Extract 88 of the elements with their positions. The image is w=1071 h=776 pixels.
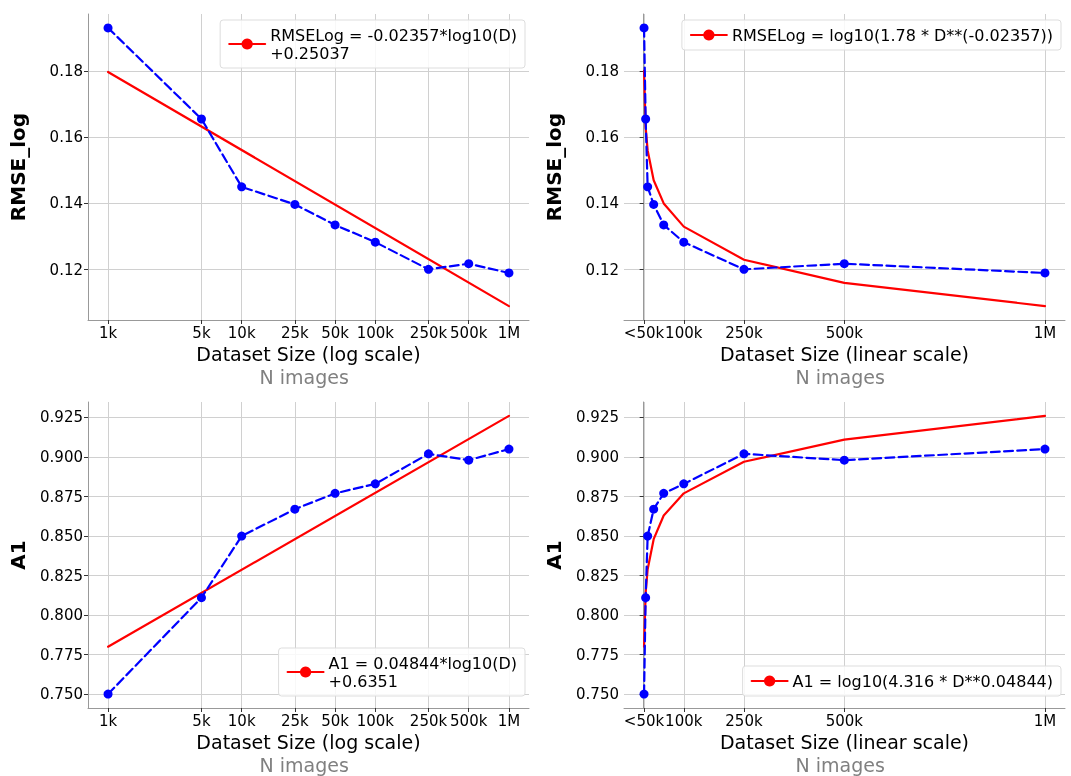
x-tick-label: <50k — [623, 323, 665, 342]
y-tick-label: 0.12 — [585, 260, 619, 279]
y-tick-label: 0.875 — [40, 487, 83, 506]
y-tick-label: 0.14 — [585, 194, 619, 213]
point — [1040, 444, 1050, 454]
text: N images — [259, 365, 349, 388]
x-tick-label: 25k — [280, 323, 310, 342]
x-tick-label: 500k — [450, 323, 488, 342]
point — [1040, 268, 1050, 278]
legend-label: RMSELog = log10(1.78 * D**(-0.02357)) — [731, 25, 1054, 45]
x-tick-label: 250k — [725, 711, 763, 730]
y-tick-label: 0.800 — [40, 606, 83, 625]
x-axis-title: Dataset Size (linear scale) — [719, 343, 970, 366]
y-tick-label: 0.750 — [576, 685, 619, 704]
x-tick-label: 250k — [725, 323, 763, 342]
x-tick-label: 5k — [192, 711, 211, 730]
x-tick-label: 10k — [227, 323, 256, 342]
legend-label: RMSELog = -0.02357*log10(D) +0.25037 — [270, 25, 518, 63]
y-axis-title: A1 — [6, 540, 30, 570]
x-tick-label: 500k — [825, 323, 864, 342]
point — [679, 479, 689, 489]
y-axis-title: RMSE_log — [542, 112, 566, 222]
x-tick-label: 100k — [665, 711, 703, 730]
point — [643, 531, 653, 541]
x-tick-label: 1M — [497, 711, 521, 730]
y-tick-label: 0.18 — [49, 61, 83, 80]
text: N images — [795, 753, 885, 776]
point — [839, 455, 849, 465]
y-tick-label: 0.900 — [576, 448, 619, 466]
y-tick-label: 0.825 — [40, 566, 83, 585]
x-tick-label: 1k — [98, 711, 118, 730]
x-tick-label: 1k — [98, 323, 118, 342]
y-tick-label: 0.14 — [49, 194, 83, 213]
x-tick-label: 1M — [497, 323, 521, 342]
y-tick-label: 0.875 — [576, 487, 619, 506]
x-tick-label: 25k — [280, 711, 310, 730]
y-tick-label: 0.750 — [40, 685, 83, 704]
point — [649, 504, 659, 514]
y-tick-label: 0.850 — [40, 527, 83, 546]
x-tick-label: 100k — [356, 323, 395, 342]
point — [739, 264, 749, 274]
y-axis-title: A1 — [542, 540, 566, 570]
y-tick-label: 0.925 — [576, 408, 619, 427]
y-tick-label: 0.900 — [40, 448, 83, 466]
point — [839, 259, 849, 269]
y-tick-label: 0.800 — [576, 606, 619, 625]
x-axis-title: Dataset Size (log scale) — [196, 731, 421, 754]
point — [643, 182, 653, 192]
point — [659, 220, 669, 230]
text: N images — [259, 753, 349, 776]
x-axis-title: Dataset Size (linear scale) — [719, 731, 970, 754]
y-tick-label: 0.850 — [576, 527, 619, 546]
x-tick-label: 50k — [321, 711, 350, 730]
text: N images — [795, 365, 885, 388]
point — [641, 593, 651, 603]
y-axis-title: RMSE_log — [6, 112, 30, 222]
x-tick-label: 5k — [192, 323, 211, 342]
y-tick-label: 0.775 — [40, 645, 83, 664]
line-series — [642, 414, 1047, 648]
y-tick-label: 0.925 — [40, 408, 83, 427]
x-tick-label: 100k — [665, 323, 703, 342]
point — [639, 689, 649, 699]
y-tick-label: 0.16 — [49, 128, 83, 147]
y-tick-label: 0.18 — [585, 61, 619, 80]
x-tick-label: 100k — [356, 711, 395, 730]
x-tick-label: 250k — [409, 711, 448, 730]
y-tick-label: 0.775 — [576, 645, 619, 664]
point — [649, 199, 659, 209]
y-tick-label: 0.825 — [576, 566, 619, 585]
point — [639, 23, 649, 33]
y-tick-label: 0.12 — [49, 260, 83, 279]
line-series — [642, 69, 1047, 308]
x-tick-label: 1M — [1033, 323, 1057, 342]
y-tick-label: 0.16 — [585, 128, 619, 147]
point — [659, 488, 669, 498]
x-axis-title: Dataset Size (log scale) — [196, 343, 421, 366]
x-tick-label: 500k — [450, 711, 488, 730]
x-tick-label: 50k — [321, 323, 350, 342]
x-tick-label: 1M — [1033, 711, 1057, 730]
x-tick-label: 500k — [825, 711, 864, 730]
x-tick-label: 250k — [409, 323, 448, 342]
legend-label: A1 = log10(4.316 * D**0.04844) — [792, 671, 1054, 691]
point — [739, 449, 749, 459]
x-tick-label: 10k — [227, 711, 256, 730]
point — [641, 114, 651, 124]
point — [679, 237, 689, 247]
legend-label: A1 = 0.04844*log10(D) +0.6351 — [328, 653, 517, 691]
x-tick-label: <50k — [623, 711, 665, 730]
